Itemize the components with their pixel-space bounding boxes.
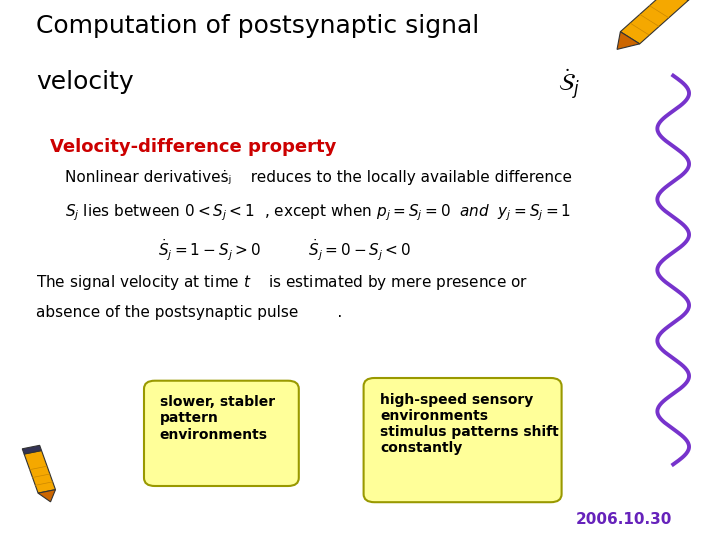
Text: The signal velocity at time $t$    is estimated by mere presence or: The signal velocity at time $t$ is estim…: [36, 273, 528, 292]
Polygon shape: [621, 0, 688, 44]
Polygon shape: [22, 446, 42, 454]
FancyBboxPatch shape: [364, 378, 562, 502]
Text: Nonlinear derivativeṡⱼ    reduces to the locally available difference: Nonlinear derivativeṡⱼ reduces to the lo…: [65, 170, 572, 185]
Text: $\mathcal{\dot{S}}_j$: $\mathcal{\dot{S}}_j$: [558, 68, 580, 102]
Polygon shape: [617, 32, 639, 49]
Text: high-speed sensory
environments
stimulus patterns shift
constantly: high-speed sensory environments stimulus…: [380, 393, 559, 455]
Text: $\dot{S}_j = 1 - S_j > 0$          $\dot{S}_j = 0 - S_j < 0$: $\dot{S}_j = 1 - S_j > 0$ $\dot{S}_j = 0…: [158, 238, 412, 263]
Text: absence of the postsynaptic pulse        .: absence of the postsynaptic pulse .: [36, 305, 342, 320]
FancyBboxPatch shape: [144, 381, 299, 486]
Text: $S_j$ lies between $0 < S_j < 1$  , except when $p_j = S_j = 0$  $and$  $y_j = S: $S_j$ lies between $0 < S_j < 1$ , excep…: [65, 202, 571, 223]
Text: Computation of postsynaptic signal: Computation of postsynaptic signal: [36, 14, 480, 37]
Text: Velocity-difference property: Velocity-difference property: [50, 138, 337, 156]
Polygon shape: [38, 490, 55, 502]
Text: velocity: velocity: [36, 70, 134, 94]
Text: slower, stabler
pattern
environments: slower, stabler pattern environments: [160, 395, 275, 442]
Text: 2006.10.30: 2006.10.30: [576, 512, 672, 527]
Polygon shape: [24, 450, 55, 493]
